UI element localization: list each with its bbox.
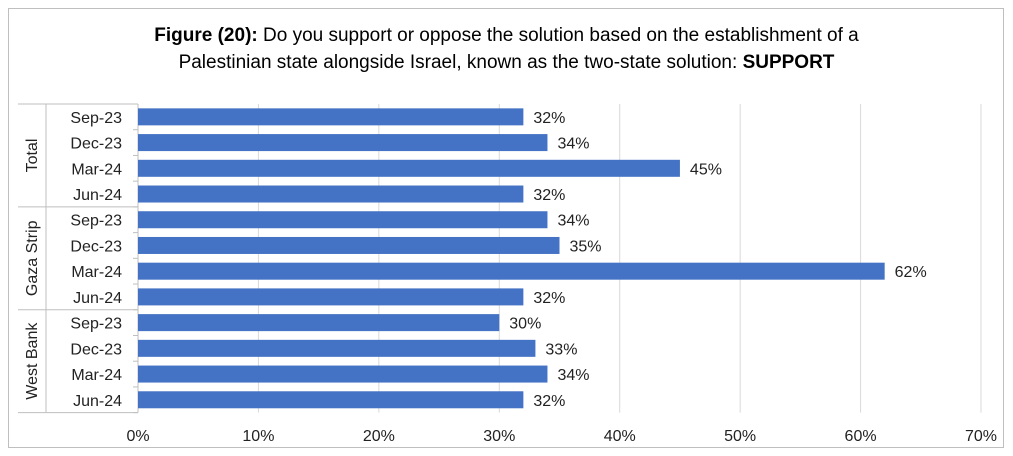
data-label: 32% — [533, 110, 565, 127]
x-tick-label: 20% — [363, 428, 395, 445]
category-label: Jun-24 — [73, 393, 122, 410]
data-label: 32% — [533, 290, 565, 307]
category-label: Mar-24 — [71, 367, 122, 384]
category-label: Dec-23 — [70, 136, 122, 153]
data-label: 62% — [895, 264, 927, 281]
data-label: 33% — [545, 341, 577, 358]
category-label: Dec-23 — [70, 238, 122, 255]
bar — [138, 288, 524, 306]
bar — [138, 391, 524, 409]
data-label: 35% — [570, 238, 602, 255]
chart-title: Figure (20): Do you support or oppose th… — [0, 22, 1013, 76]
group-label: West Bank — [24, 322, 41, 400]
data-label: 32% — [533, 393, 565, 410]
category-label: Jun-24 — [73, 290, 122, 307]
bar — [138, 108, 524, 126]
data-label: 30% — [509, 316, 541, 333]
bar — [138, 236, 560, 254]
x-tick-label: 0% — [126, 428, 149, 445]
data-label: 34% — [557, 213, 589, 230]
data-label: 34% — [557, 367, 589, 384]
x-tick-label: 30% — [483, 428, 515, 445]
bar — [138, 134, 548, 152]
data-label: 32% — [533, 187, 565, 204]
bar — [138, 339, 536, 357]
category-label: Sep-23 — [70, 213, 122, 230]
category-label: Sep-23 — [70, 110, 122, 127]
bar — [138, 314, 500, 332]
x-tick-label: 70% — [965, 428, 997, 445]
bar — [138, 262, 885, 280]
x-tick-label: 60% — [845, 428, 877, 445]
data-label: 34% — [557, 136, 589, 153]
group-label: Gaza Strip — [24, 220, 41, 296]
category-label: Mar-24 — [71, 161, 122, 178]
category-label: Dec-23 — [70, 341, 122, 358]
bar — [138, 185, 524, 203]
category-label: Jun-24 — [73, 187, 122, 204]
x-tick-label: 10% — [242, 428, 274, 445]
title-emphasis: SUPPORT — [742, 52, 835, 73]
title-line2: Palestinian state alongside Israel, know… — [178, 52, 743, 73]
bar — [138, 159, 680, 177]
bar — [138, 365, 548, 383]
category-label: Sep-23 — [70, 316, 122, 333]
title-prefix: Figure (20): — [154, 25, 258, 46]
category-label: Mar-24 — [71, 264, 122, 281]
data-label: 45% — [690, 161, 722, 178]
x-tick-label: 50% — [724, 428, 756, 445]
x-tick-label: 40% — [604, 428, 636, 445]
title-line1: Do you support or oppose the solution ba… — [257, 25, 859, 46]
group-label: Total — [24, 139, 41, 173]
bar — [138, 211, 548, 229]
